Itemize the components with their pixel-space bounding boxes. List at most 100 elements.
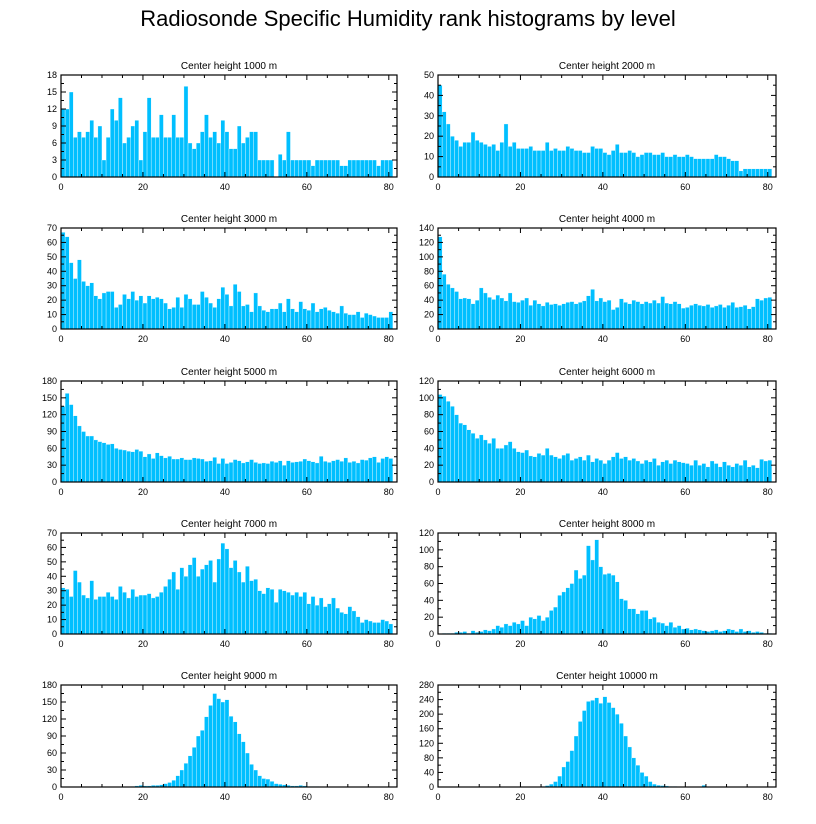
panel-4-bar <box>565 302 571 330</box>
panel-6-bar <box>639 463 645 483</box>
panel-5-bar <box>351 461 357 483</box>
panel-6-bar <box>606 459 612 483</box>
panel-2-xtick-label: 60 <box>680 182 690 192</box>
panel-9-bar <box>175 775 181 788</box>
panel-7-bar <box>294 591 299 635</box>
panel-1-bar <box>109 108 115 178</box>
panel-9-xtick-label: 40 <box>220 792 230 802</box>
panel-4-bar <box>474 299 480 330</box>
panel-6-bar <box>516 451 521 483</box>
panel-4-bar <box>631 299 637 330</box>
panel-8-bar <box>664 625 670 635</box>
panel-1-bar <box>228 148 234 178</box>
panel-4-bar <box>635 301 641 330</box>
panel-10-bar <box>606 702 612 788</box>
panel-7-bar <box>97 596 103 635</box>
panel-2-bar <box>689 156 694 178</box>
panel-3-bar <box>97 298 103 330</box>
panel-8-bar <box>557 595 562 635</box>
panel-2-bar <box>734 160 740 178</box>
panel-7-bar <box>200 568 205 635</box>
panel-8-bar <box>569 583 575 635</box>
panel-7-ytick-label: 30 <box>47 586 57 596</box>
panel-6-xtick-label: 0 <box>435 487 440 497</box>
panel-6-bar <box>668 463 674 483</box>
panel-7-bar <box>196 576 201 635</box>
panel-10-bar <box>561 766 566 788</box>
panel-4-bar <box>713 305 719 330</box>
panel-5-bar <box>286 460 291 483</box>
panel-3-bar <box>265 311 271 330</box>
panel-6-bar <box>701 463 707 483</box>
panel-1-bar <box>245 137 250 178</box>
panel-7-bar <box>232 560 238 635</box>
panel-2-bar <box>610 150 616 178</box>
panel-5-bar <box>331 460 336 483</box>
panel-6-bar <box>751 464 756 483</box>
panel-1-bar <box>159 114 164 178</box>
panel-5-bar <box>159 455 164 483</box>
panel-4-bar <box>767 297 773 330</box>
panel-5-bar <box>261 462 267 483</box>
panel-4-ytick-label: 140 <box>419 223 434 233</box>
panel-3-bar <box>376 317 381 330</box>
panel-3-bar <box>85 285 90 330</box>
panel-2-bar <box>602 152 608 178</box>
panel-2-bar <box>668 156 674 178</box>
panel-2-bar <box>718 156 723 178</box>
panel-2-bar <box>569 148 575 178</box>
panel-6-bar <box>565 453 571 483</box>
panel-5-bar <box>163 457 168 483</box>
panel-7-bar <box>85 597 90 635</box>
panel-1-bar <box>126 137 131 178</box>
panel-10-bar <box>594 697 599 788</box>
panel-4-ytick-label: 20 <box>424 310 434 320</box>
panel-3-bar <box>286 298 291 330</box>
panel-5-ytick-label: 60 <box>47 443 57 453</box>
panel-1-ytick-label: 12 <box>47 104 57 114</box>
panel-1-bar <box>142 131 148 178</box>
panel-2-bar <box>631 152 637 178</box>
panel-1-bar <box>351 159 357 178</box>
panel-6-bar <box>656 464 661 483</box>
panel-2-bar <box>623 152 628 178</box>
panel-8-bar <box>713 629 719 635</box>
panel-3-bar <box>380 317 385 330</box>
panel-5-bar <box>183 459 189 483</box>
panel-7-xtick-label: 40 <box>220 639 230 649</box>
panel-5-bar <box>69 404 74 483</box>
panel-3-bar <box>89 282 94 330</box>
panel-7-bar <box>355 616 361 635</box>
panel-5-bar <box>335 459 340 483</box>
panel-1-bar <box>269 159 275 178</box>
panel-7-bar <box>105 591 111 635</box>
panel-3-bar <box>364 312 369 330</box>
panel-5-ytick-label: 90 <box>47 427 57 437</box>
panel-2-bar <box>573 150 579 178</box>
panel-1-bar <box>241 142 246 178</box>
panel-5-bar <box>368 457 373 483</box>
panel-2-bar <box>458 146 463 178</box>
panel-8-bar <box>623 600 628 635</box>
panel-3-bar <box>64 236 70 330</box>
panel-4-bar <box>623 302 628 330</box>
panel-5-bar <box>376 462 381 483</box>
panel-5-bar <box>93 439 99 483</box>
panel-3-ytick-label: 20 <box>47 295 57 305</box>
panel-6-bar <box>561 454 566 483</box>
panel-2-bar <box>767 168 773 178</box>
panel-1-bar <box>122 142 127 178</box>
panel-4-ytick-label: 0 <box>429 324 434 334</box>
panel-4-bar <box>503 300 509 330</box>
panel-2-bar <box>672 154 678 178</box>
panel-7-ytick-label: 70 <box>47 528 57 538</box>
panel-3-bar <box>232 284 238 330</box>
panel-5-bar <box>237 460 242 483</box>
panel-3-bar <box>109 291 115 330</box>
panel-7-bar <box>323 606 328 635</box>
panel-4-bar <box>450 287 455 330</box>
panel-4-bar <box>536 303 542 330</box>
panel-9-ytick-label: 90 <box>47 731 57 741</box>
panel-6-bar <box>689 464 694 483</box>
panel-5-bar <box>318 456 324 483</box>
